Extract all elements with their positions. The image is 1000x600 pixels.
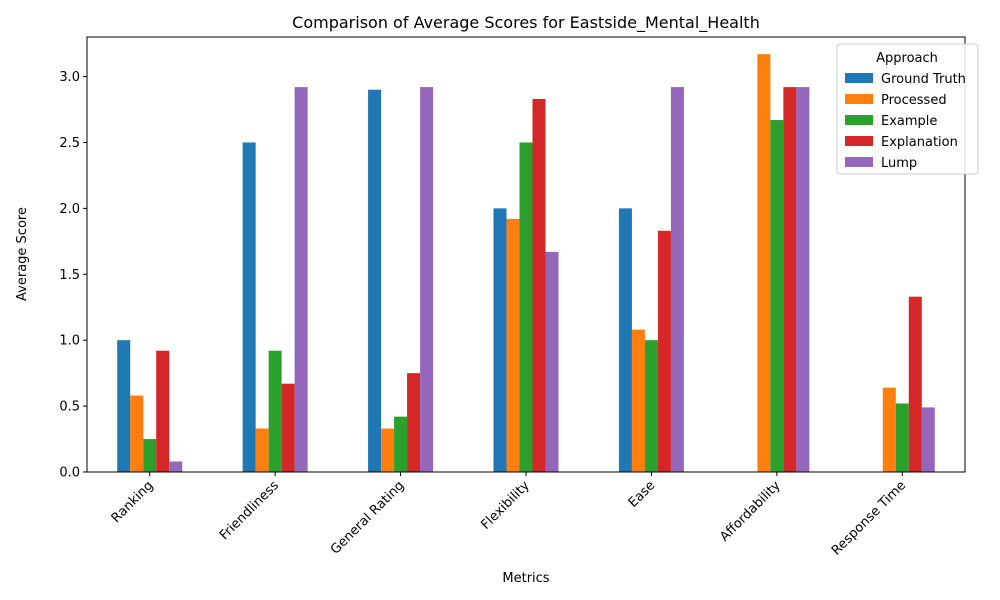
legend-label: Ground Truth <box>881 72 966 87</box>
bar-processed <box>130 395 144 472</box>
plot-area: 0.0 0.5 1.0 1.5 2.0 2.5 3.0 Ranking Friendliness… <box>59 54 935 558</box>
x-tick-label: Friendliness <box>217 478 282 543</box>
y-tick-label: 0.0 <box>59 466 80 481</box>
bar-explanation <box>532 98 546 473</box>
legend-swatch <box>845 73 873 83</box>
bar-example <box>519 142 533 473</box>
x-tick-label: Flexibility <box>478 478 533 533</box>
y-tick-label: 2.0 <box>59 202 80 217</box>
y-axis-title: Average Score <box>15 207 30 301</box>
bar-lump <box>420 87 434 472</box>
bar-example <box>394 416 408 472</box>
bar-example <box>770 120 784 472</box>
legend-label: Lump <box>881 156 917 171</box>
legend-title: Approach <box>876 51 938 66</box>
bar-explanation <box>908 296 922 472</box>
bar-lump <box>921 407 935 472</box>
bar-lump <box>169 461 183 472</box>
legend: Approach Ground Truth Processed Example Exp… <box>836 43 979 175</box>
bar-explanation <box>156 350 170 472</box>
y-tick-label: 0.5 <box>59 400 80 415</box>
legend-swatch <box>845 136 873 146</box>
y-tick-label: 3.0 <box>59 70 80 85</box>
x-tick-label: Response Time <box>829 478 909 558</box>
bar-lump <box>545 251 559 472</box>
x-tick-label: Affordability <box>717 478 784 545</box>
bar-processed <box>255 428 269 472</box>
bar-lump <box>294 87 308 472</box>
bar-lump <box>670 87 684 472</box>
chart-title: Comparison of Average Scores for Eastsid… <box>292 13 760 33</box>
bar-processed <box>631 329 645 472</box>
bar-explanation <box>281 383 295 472</box>
bar-ground-truth <box>618 208 632 472</box>
y-tick-label: 2.5 <box>59 136 80 151</box>
bar-explanation <box>783 87 797 472</box>
bar-example <box>895 403 909 472</box>
bar-lump <box>796 87 810 472</box>
legend-swatch <box>845 157 873 167</box>
y-tick-label: 1.0 <box>59 334 80 349</box>
bar-explanation <box>657 230 671 472</box>
bar-ground-truth <box>493 208 507 472</box>
bar-ground-truth <box>242 142 256 473</box>
bar-ground-truth <box>368 89 382 473</box>
legend-swatch <box>845 115 873 125</box>
bar-processed <box>506 218 520 472</box>
bar-explanation <box>407 373 421 472</box>
legend-label: Explanation <box>881 135 958 150</box>
legend-swatch <box>845 94 873 104</box>
y-tick-label: 1.5 <box>59 268 80 283</box>
x-tick-label: General Rating <box>328 478 407 557</box>
x-tick-label: Ranking <box>109 478 157 526</box>
bar-example <box>143 439 157 472</box>
x-axis-title: Metrics <box>502 571 549 586</box>
bar-ground-truth <box>117 340 131 472</box>
bar-example <box>644 340 658 472</box>
plot-frame <box>86 36 966 473</box>
legend-label: Example <box>881 114 937 129</box>
bar-processed <box>882 387 896 472</box>
bar-example <box>268 350 282 472</box>
bar-processed <box>757 54 771 473</box>
bar-processed <box>381 428 395 472</box>
legend-label: Processed <box>881 93 947 108</box>
x-tick-label: Ease <box>626 478 658 510</box>
